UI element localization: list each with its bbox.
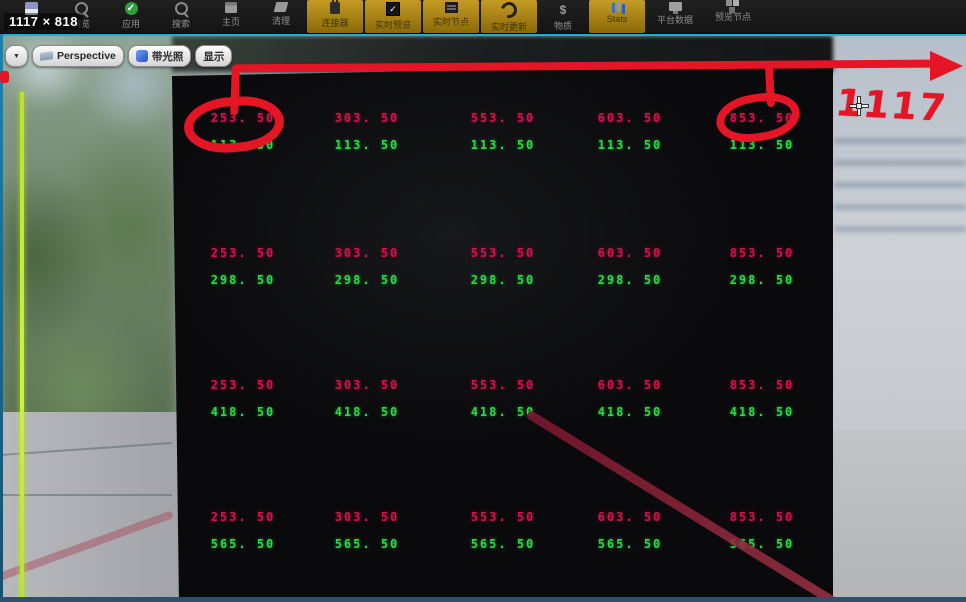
toolbar-button-label: 实时更新 xyxy=(490,22,527,32)
toolbar-button-connector[interactable]: 连接器 xyxy=(307,0,363,33)
search-icon xyxy=(174,2,188,15)
viewport-toolbar: ▼ Perspective 带光照 显示 xyxy=(5,45,233,67)
annotation-mark-left xyxy=(0,71,9,83)
viewport-options-button[interactable]: ▼ xyxy=(5,45,28,67)
toolbar-button-label: 预览节点 xyxy=(714,12,751,22)
home-icon xyxy=(225,2,237,13)
toolbar-button-preview-node[interactable]: 预览节点 xyxy=(705,0,761,33)
live-preview-icon: ✓ xyxy=(386,2,400,16)
toolbar-button-search[interactable]: 搜索 xyxy=(157,0,205,33)
perspective-icon xyxy=(39,51,53,61)
toolbar-button-label: Stats xyxy=(606,14,628,24)
toolbar-button-stats[interactable]: Stats xyxy=(589,0,645,33)
platform-icon xyxy=(668,2,682,14)
main-toolbar: 浏览 ✓ 应用 搜索 主页 清理 连接器 ✓ 实时预览 实时节点实时更新 $ 物质 Stats 平台数据 预… xyxy=(0,0,966,34)
show-label: 显示 xyxy=(203,50,225,63)
floor-left xyxy=(0,412,178,602)
vertical-guide-line xyxy=(20,92,24,602)
toolbar-button-apply[interactable]: ✓ 应用 xyxy=(107,0,155,33)
show-button[interactable]: 显示 xyxy=(195,45,233,67)
material-icon: $ xyxy=(559,2,567,17)
lit-cube-icon xyxy=(135,50,148,62)
toolbar-button-save[interactable] xyxy=(7,0,55,33)
stats-icon xyxy=(611,3,615,13)
toolbar-button-label: 连接器 xyxy=(321,18,349,28)
viewport-border-bottom xyxy=(0,597,966,602)
perspective-button[interactable]: Perspective xyxy=(31,45,124,67)
building-right xyxy=(830,36,966,431)
toolbar-button-material[interactable]: $ 物质 xyxy=(539,0,587,33)
toolbar-button-label: 平台数据 xyxy=(656,15,693,25)
check-circle-icon: ✓ xyxy=(124,2,138,15)
toolbar-button-home[interactable]: 主页 xyxy=(207,0,255,33)
toolbar-button-label: 应用 xyxy=(121,19,140,29)
toolbar-button-label: 清理 xyxy=(271,16,290,26)
floor-right xyxy=(830,430,966,602)
toolbar-button-live-preview[interactable]: ✓ 实时预览 xyxy=(365,0,421,33)
debug-coordinate-panel[interactable] xyxy=(172,63,833,602)
trees-background xyxy=(0,36,178,436)
floor-grid-line xyxy=(0,494,172,496)
viewport-border-top xyxy=(0,33,966,36)
refresh-icon xyxy=(498,0,520,21)
toolbar-button-label: 搜索 xyxy=(171,19,190,29)
viewport-border-left xyxy=(0,33,3,602)
lit-mode-button[interactable]: 带光照 xyxy=(127,45,192,67)
connector-icon xyxy=(330,0,340,14)
preview-node-icon xyxy=(726,0,732,6)
magnifier-icon xyxy=(74,2,88,15)
resolution-overlay: 1117 × 818 xyxy=(4,13,83,30)
cursor-center xyxy=(856,103,862,109)
chevron-down-icon: ▼ xyxy=(13,52,20,60)
save-icon xyxy=(24,2,38,15)
building-windows xyxy=(834,138,966,238)
perspective-label: Perspective xyxy=(56,50,116,62)
toolbar-button-platform-data[interactable]: 平台数据 xyxy=(647,0,703,33)
live-node-icon xyxy=(444,2,458,13)
toolbar-button-label: 实时预览 xyxy=(374,20,411,30)
lit-label: 带光照 xyxy=(151,50,184,63)
toolbar-button-clean[interactable]: 清理 xyxy=(257,0,305,33)
toolbar-button-live-update[interactable]: 实时更新 xyxy=(481,0,537,33)
toolbar-button-browse[interactable]: 浏览 xyxy=(57,0,105,33)
toolbar-button-label: 物质 xyxy=(553,21,572,31)
toolbar-button-label: 主页 xyxy=(221,17,240,27)
toolbar-button-live-node[interactable]: 实时节点 xyxy=(423,0,479,33)
toolbar-button-label: 实时节点 xyxy=(432,17,469,27)
clean-icon xyxy=(273,2,289,12)
move-cursor xyxy=(850,97,868,115)
annotation-arrowhead xyxy=(930,51,963,81)
toolbar-button-label: 浏览 xyxy=(71,19,90,29)
